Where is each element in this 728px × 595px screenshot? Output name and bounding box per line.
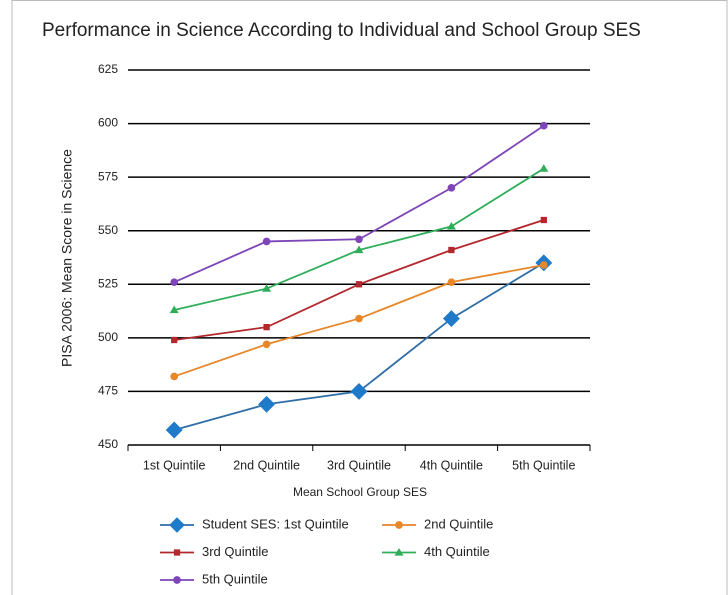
y-tick-label: 500	[98, 330, 118, 344]
data-point	[355, 314, 363, 323]
legend-label: 4th Quintile	[424, 544, 490, 559]
data-point	[539, 121, 548, 130]
data-point	[446, 221, 456, 230]
series-line	[173, 262, 545, 431]
y-tick-label: 475	[98, 384, 118, 398]
data-point	[169, 305, 179, 314]
data-point	[258, 395, 276, 413]
data-point	[539, 164, 549, 172]
data-point	[540, 216, 547, 224]
data-point	[355, 235, 363, 244]
data-point	[448, 246, 455, 254]
data-point	[165, 421, 183, 439]
x-tick-label: 5th Quintile	[512, 458, 575, 472]
data-point	[170, 372, 179, 381]
x-tick-label: 2nd Quintile	[233, 458, 300, 472]
y-tick-label: 450	[98, 437, 118, 451]
data-point	[262, 340, 271, 349]
data-point	[263, 323, 270, 331]
data-point	[354, 245, 364, 254]
frame	[11, 0, 728, 595]
legend-marker	[173, 576, 181, 584]
y-tick-label: 575	[98, 169, 118, 183]
data-point	[442, 310, 460, 328]
legend-marker	[169, 517, 185, 533]
data-point	[262, 237, 271, 246]
data-point	[171, 336, 178, 344]
y-tick-label: 600	[98, 116, 118, 130]
legend-label: 3rd Quintile	[202, 544, 268, 559]
y-tick-label: 625	[98, 62, 118, 76]
legend-label: Student SES: 1st Quintile	[202, 516, 349, 531]
y-tick-label: 550	[98, 223, 118, 237]
data-point	[355, 281, 363, 288]
chart-title: Performance in Science According to Indi…	[42, 20, 641, 41]
y-tick-label: 525	[98, 276, 118, 290]
legend-label: 5th Quintile	[202, 571, 268, 586]
data-point	[447, 184, 456, 192]
x-tick-label: 3rd Quintile	[327, 458, 391, 472]
data-point	[170, 278, 179, 286]
data-point	[262, 284, 272, 292]
legend-marker	[395, 521, 403, 529]
legend-marker	[394, 548, 404, 556]
data-point	[447, 278, 456, 286]
legend-label: 2nd Quintile	[424, 516, 493, 531]
y-axis-label: PISA 2006: Mean Score in Science	[59, 149, 75, 367]
x-tick-label: 4th Quintile	[420, 458, 483, 472]
x-axis-label: Mean School Group SES	[293, 485, 427, 499]
legend-marker	[173, 549, 181, 556]
x-tick-label: 1st Quintile	[143, 458, 206, 472]
data-point	[350, 382, 368, 400]
data-point	[539, 261, 548, 269]
